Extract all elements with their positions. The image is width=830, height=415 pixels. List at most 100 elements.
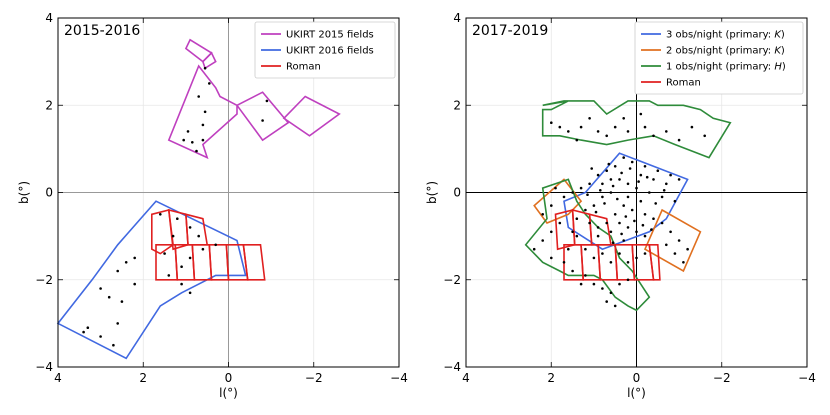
star-point [605,300,608,303]
legend-label: Roman [286,62,321,73]
y-tick-label: 0 [453,186,461,200]
y-axis-label: b(°) [425,181,439,204]
x-tick-label: −2 [713,371,731,385]
field-outline [580,244,602,281]
star-point [188,291,192,295]
star-point [626,261,630,264]
star-point [613,125,617,129]
star-point [571,230,574,234]
star-point [682,261,685,264]
field-outline [56,200,247,360]
star-point [601,252,604,255]
star-point [669,173,672,177]
star-point [626,226,630,229]
star-point [575,217,579,220]
star-point [635,230,638,234]
star-point [639,112,643,116]
field-outline [167,64,238,160]
star-point [182,138,185,142]
star-point [622,117,625,120]
star-point [622,239,625,242]
x-tick-label: −4 [798,371,816,385]
field-outline [541,100,732,159]
y-tick-label: −2 [35,273,53,287]
star-point [626,195,630,199]
star-point [607,162,611,166]
y-tick-label: −2 [443,273,461,287]
legend-box [634,21,804,95]
star-point [596,234,600,238]
series-2-obs-night [533,178,702,273]
x-tick-label: 2 [139,371,147,385]
star-point [609,230,613,234]
star-point [677,178,681,181]
star-point [626,182,630,186]
x-tick-label: 0 [225,371,233,385]
x-axis-label: l(°) [219,386,238,400]
star-point [648,191,651,194]
star-point [611,241,615,244]
star-point [660,195,664,199]
chart-panel-1: 4 2 0 −2 −4 −4 −2 0 2 4 l(°) b(°) 2015-2016 UKIRT 201… [17,11,408,400]
star-point [618,178,621,181]
star-point [550,230,553,234]
star-point [611,184,615,188]
star-point [665,243,668,247]
star-point [613,304,617,308]
y-tick-label: 2 [45,98,53,112]
star-point [584,274,587,277]
star-point [652,217,655,220]
star-point [635,256,638,260]
star-point [584,208,587,212]
star-point [630,208,634,212]
star-point [562,195,566,199]
star-point [626,278,630,282]
star-point [592,282,596,286]
x-tick-label: 4 [462,371,470,385]
star-point [541,239,544,242]
field-outline [151,209,174,255]
star-point [643,125,647,129]
star-point [620,232,623,236]
star-point [532,247,536,251]
star-point [163,252,166,255]
star-point [609,291,613,295]
series-stars [82,66,269,347]
y-tick-label: −4 [35,360,53,374]
star-point [630,160,634,164]
star-point [133,256,136,260]
x-axis-label: l(°) [627,386,646,400]
star-point [605,134,608,138]
star-point [201,123,205,127]
star-point [124,261,128,264]
star-point [635,186,638,190]
star-point [596,130,600,133]
star-point [567,247,570,251]
star-point [613,165,617,168]
y-axis-label: b(°) [17,181,31,204]
star-point [590,167,593,170]
star-point [575,234,579,238]
legend-label: 1 obs/night (primary: H) [666,62,786,73]
star-point [261,119,264,122]
star-point [550,256,553,260]
star-point [656,169,660,172]
star-point [201,247,205,251]
star-point [637,180,640,183]
star-point [133,282,136,286]
star-point [571,191,574,194]
star-point [673,199,677,203]
star-point [609,261,613,264]
star-point [686,247,689,251]
star-point [592,256,596,260]
star-point [99,335,102,338]
series-ukirt-2015-fields [167,38,341,160]
legend-label: UKIRT 2015 fields [286,30,374,41]
field-outline [524,178,651,312]
legend: 3 obs/night (primary: K) 2 obs/night (pri… [634,21,804,95]
star-point [107,295,111,299]
star-point [579,282,583,286]
star-point [620,171,623,175]
star-point [660,221,664,225]
